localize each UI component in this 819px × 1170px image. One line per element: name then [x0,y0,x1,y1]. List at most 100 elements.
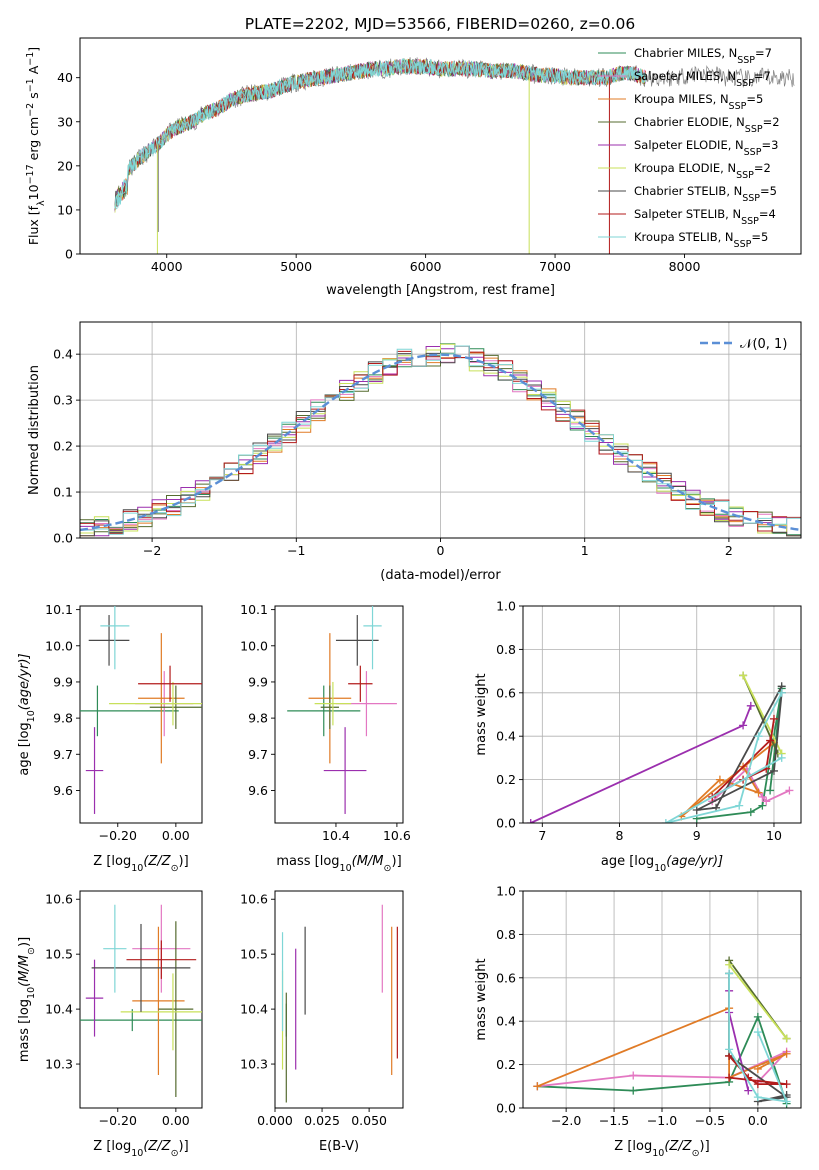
x-tick-label: 4000 [151,259,183,274]
x-tick-label: 7000 [539,259,571,274]
weight-point-marker [746,701,755,710]
x-tick-label: −2 [143,543,161,558]
residuals-panel: −2 −1 0 1 2 0.0 0.1 0.2 0.3 0.4 𝒩(0, 1) (data-model… [27,321,802,583]
y-tick-label: 0.8 [496,927,516,942]
x-axis-label: age [log10(age/yr)] [601,854,723,874]
normal-distribution-curve [80,353,801,532]
model-spectrum-line [114,58,646,209]
y-tick-label: 10.0 [45,638,73,653]
weight-point-marker [735,801,744,810]
legend-entry: Chabrier ELODIE, NSSP=2 [634,115,780,135]
y-tick-label: 40 [57,70,73,85]
x-tick-label: 8000 [669,259,701,274]
legend-entry: Salpeter STELIB, NSSP=4 [634,207,776,227]
x-axis-label: wavelength [Angstrom, rest frame] [326,283,555,298]
y-tick-label: 30 [57,114,73,129]
y-tick-label: 9.7 [53,747,73,762]
y-axis-label: Flux [fλ10−17 erg cm−2 s−1 A−1] [25,47,47,245]
x-tick-label: 6000 [410,259,442,274]
x-tick-label: 10 [766,828,782,843]
errorbar-area [80,606,202,814]
y-tick-label: 0.8 [496,642,516,657]
x-tick-label: 0.00 [162,1113,190,1128]
y-tick-label: 9.9 [53,674,73,689]
axes-frame [522,605,802,824]
weight-point-marker [725,1045,734,1054]
weight-point-marker [725,960,734,969]
residual-histogram [80,345,801,537]
model-spectrum-line [114,58,646,213]
weight-point-marker [739,671,748,680]
weight-point-marker [753,1093,762,1102]
y-tick-label: 0.0 [53,531,73,546]
y-axis-label: age [log10(age/yr)] [17,653,37,775]
weight-series-line [742,675,783,754]
weight-series-line [728,964,788,1040]
y-tick-label: 10.3 [240,1057,268,1072]
y-tick-label: 0.2 [53,439,73,454]
x-tick-label: −1 [287,543,305,558]
model-spectrum-line [114,58,646,207]
x-axis-label: Z [log10(Z/Z⊙)] [93,854,188,874]
x-tick-label: 5000 [280,259,312,274]
weight-point-marker [753,1064,762,1073]
weight-point-marker [753,1028,762,1037]
legend-entry: Kroupa ELODIE, NSSP=2 [634,161,771,181]
x-tick-label: −0.20 [99,828,137,843]
legend-entry: Chabrier MILES, NSSP=7 [634,46,772,66]
x-tick-label: −1.5 [599,1113,629,1128]
weight-lines-area [526,671,794,823]
y-tick-label: 10.6 [45,892,73,907]
weight-point-marker [744,1086,753,1095]
y-tick-label: 0.4 [496,729,516,744]
errorbar-area [80,904,202,1098]
x-tick-label: 8 [616,828,624,843]
x-tick-label: 0.050 [351,1113,387,1128]
x-tick-label: 2 [725,543,733,558]
weight-point-marker [777,688,786,697]
x-tick-label: 10.4 [322,828,350,843]
y-tick-label: 0.4 [496,1014,516,1029]
weight-point-marker [754,732,763,741]
weight-point-marker [661,819,670,823]
x-axis-label: (data-model)/error [380,568,501,583]
legend-entry: Salpeter ELODIE, NSSP=3 [634,138,778,158]
legend-entry: Chabrier STELIB, NSSP=5 [634,184,777,204]
x-tick-label: 0 [437,543,445,558]
y-tick-label: 10.5 [240,947,268,962]
x-tick-label: 0.0 [748,1113,768,1128]
x-axis-label: mass [log10(M/M⊙)] [276,854,401,874]
axes-frame [79,37,802,255]
y-tick-label: 9.9 [248,674,268,689]
y-tick-label: 9.7 [248,747,268,762]
weight-point-marker [769,766,778,775]
weight-point-marker [692,805,701,814]
x-axis-label: Z [log10(Z/Z⊙)] [614,1139,709,1159]
y-tick-label: 0.6 [496,685,516,700]
weight-point-marker [766,736,775,745]
x-tick-label: 0.00 [162,828,190,843]
weight-point-marker [629,1086,638,1095]
y-tick-label: 10.1 [45,602,73,617]
x-tick-label: 0.000 [257,1113,293,1128]
weight-point-marker [785,786,794,795]
y-tick-label: 20 [57,158,73,173]
y-axis-label: mass weight [474,673,489,755]
x-tick-label: −1.0 [647,1113,677,1128]
y-tick-label: 0 [65,247,73,262]
weight-point-marker [526,819,535,823]
axes-frame [79,321,802,539]
weight-point-marker [753,1012,762,1021]
spectrum-panel: 4000 5000 6000 7000 8000 0 10 20 30 40 wavelength … [25,37,802,298]
weight-point-marker [782,1034,791,1043]
axes-frame [274,605,404,824]
x-tick-label: −0.20 [99,1113,137,1128]
y-tick-label: 0.3 [53,393,73,408]
y-tick-label: 10.4 [45,1002,73,1017]
weight-series-line [665,692,783,823]
weight-point-marker [533,1082,542,1091]
y-axis-label: Normed distribution [27,365,42,495]
y-tick-label: 9.8 [248,711,268,726]
weight-lines-area [533,956,791,1108]
weight-point-marker [782,1049,791,1058]
